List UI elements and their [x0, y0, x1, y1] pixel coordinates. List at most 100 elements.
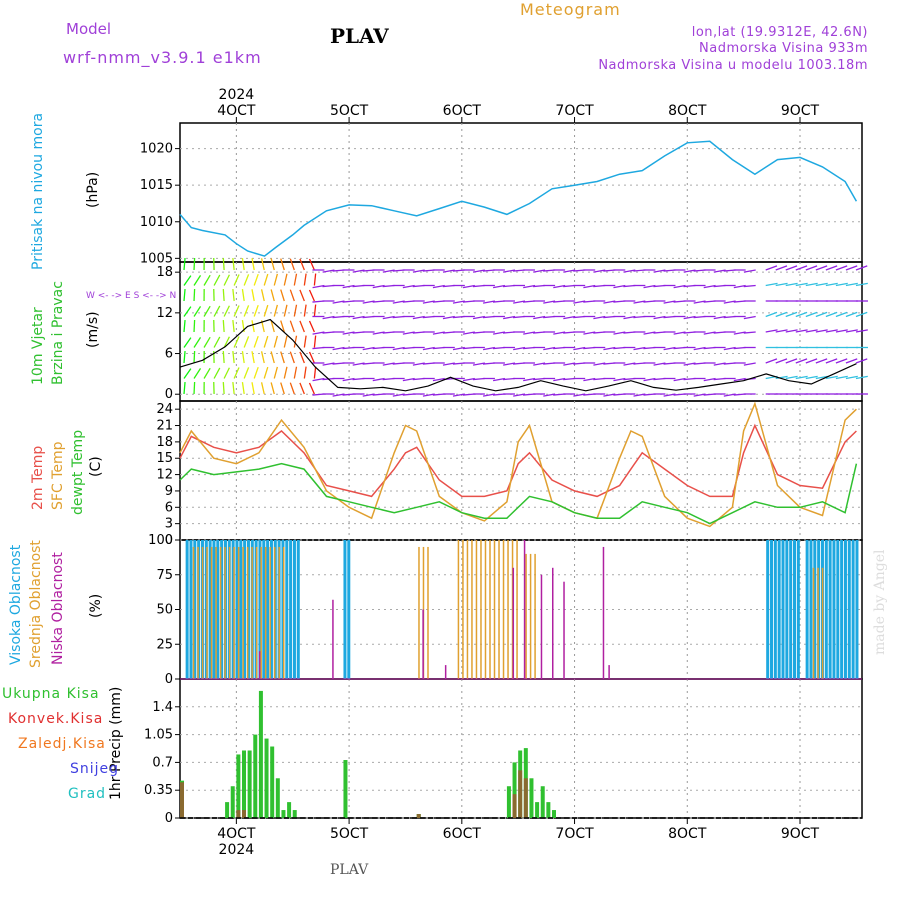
- wind-arrow: [845, 311, 858, 318]
- wind-arrow: [482, 393, 496, 397]
- wind-arrow: [299, 351, 305, 364]
- wind-arrow: [643, 284, 656, 289]
- wind-arrow: [392, 300, 405, 304]
- wind-arrow: [603, 362, 616, 365]
- wind-arrow: [303, 273, 307, 286]
- wind-arrow: [472, 362, 485, 366]
- top-date-label: 4OCT: [217, 103, 256, 119]
- pressure-tick-label: 1015: [140, 178, 173, 193]
- wind-arrow: [573, 315, 586, 319]
- cloud-tick-label: 25: [156, 637, 173, 652]
- high-cloud-bar: [836, 540, 840, 679]
- wind-arrow: [633, 300, 646, 304]
- wind-arrow: [293, 366, 298, 379]
- wind-arrow: [283, 366, 288, 379]
- wind-arrow: [322, 269, 335, 273]
- temp-unit: (C): [88, 456, 104, 477]
- pressure-label: Pritisak na nivou mora: [30, 112, 46, 270]
- mid-cloud-bar: [255, 546, 258, 679]
- wind-speed-line: [179, 318, 857, 392]
- wind-arrow: [613, 331, 626, 335]
- wind-arrow: [213, 305, 221, 317]
- wind-arrow: [785, 265, 798, 271]
- high-cloud-bar: [343, 540, 347, 679]
- wind-arrow: [855, 329, 868, 333]
- wind-arrow: [482, 346, 496, 351]
- wind-arrow: [251, 289, 255, 302]
- wind-arrow: [270, 351, 275, 364]
- high-cloud-bar: [855, 540, 859, 679]
- high-cloud-bar: [793, 540, 797, 679]
- low-cloud-bar: [444, 665, 447, 679]
- wind-arrow: [452, 362, 465, 365]
- low-cloud-bar: [523, 540, 526, 679]
- wind-arrow: [835, 265, 848, 271]
- wind-arrow: [502, 377, 516, 381]
- wind-arrow: [183, 319, 186, 333]
- wind-arrow: [633, 269, 646, 272]
- wind-arrows: [183, 257, 868, 397]
- wind-arrow: [563, 269, 576, 273]
- wind-arrow: [815, 265, 828, 271]
- temp-label-2: SFC Temp: [50, 441, 66, 510]
- cloud-tick-label: 0: [165, 672, 173, 687]
- wind-arrow: [223, 367, 230, 379]
- wind-arrow: [263, 366, 269, 379]
- bottom-date-label: 8OCT: [668, 826, 707, 842]
- wind-arrow: [280, 351, 285, 364]
- wind-arrow: [785, 375, 798, 380]
- wind-arrow: [795, 375, 808, 380]
- rain-bar: [292, 810, 297, 818]
- wind-arrow: [825, 375, 838, 380]
- wind-arrow: [543, 346, 556, 351]
- wind-arrow: [825, 282, 838, 287]
- wind-arrow: [653, 362, 666, 366]
- wind-arrow: [251, 382, 255, 395]
- wind-arrow: [233, 336, 240, 348]
- high-cloud-bar: [285, 540, 289, 679]
- cloud-tick-label: 75: [156, 568, 173, 583]
- wind-arrow: [795, 265, 808, 271]
- wind-arrow: [512, 269, 526, 272]
- wind-arrow: [193, 288, 196, 302]
- wind-arrow: [193, 381, 196, 395]
- wind-arrow: [260, 351, 265, 364]
- mid-cloud-bar: [278, 546, 280, 679]
- wind-arrow: [673, 346, 686, 350]
- low-cloud-bar: [332, 599, 334, 679]
- mid-cloud-bar: [466, 540, 469, 679]
- wind-arrow: [733, 300, 746, 303]
- wind-arrow: [432, 300, 445, 303]
- pressure-tick-label: 1020: [140, 142, 173, 157]
- wind-arrow: [583, 377, 596, 382]
- wind-arrow: [442, 315, 455, 320]
- wind-arrow: [332, 300, 345, 304]
- mid-cloud-bar: [264, 546, 267, 679]
- wind-arrow: [825, 358, 838, 364]
- wind-arrow: [412, 377, 425, 381]
- wind-arrow: [193, 368, 202, 379]
- wind-arrow: [493, 284, 506, 289]
- wind-arrow: [462, 393, 475, 396]
- wind-tick-label: 18: [156, 265, 173, 280]
- wind-arrow: [222, 381, 225, 395]
- mid-cloud-bar: [192, 546, 195, 679]
- wind-arrow: [553, 393, 566, 396]
- wind-arrow: [280, 258, 285, 271]
- wind-arrow: [241, 289, 245, 302]
- mid-cloud-bar: [260, 546, 262, 679]
- lonlat-label: lon,lat (19.9312E, 42.6N): [691, 25, 868, 40]
- bottom-date-label: 6OCT: [443, 826, 482, 842]
- mid-cloud-bar: [206, 546, 208, 679]
- wind-arrow: [533, 377, 546, 381]
- wind-arrow: [523, 284, 536, 289]
- wind-arrow: [835, 358, 848, 364]
- wind-arrow: [775, 311, 788, 318]
- wind-arrow: [382, 284, 395, 288]
- wind-arrow: [643, 346, 656, 350]
- wind-arrow: [462, 377, 475, 382]
- cloud-unit: (%): [88, 593, 104, 618]
- pressure-tick-label: 1005: [140, 251, 173, 266]
- rain-bar: [281, 810, 286, 818]
- wind-arrow: [313, 304, 317, 317]
